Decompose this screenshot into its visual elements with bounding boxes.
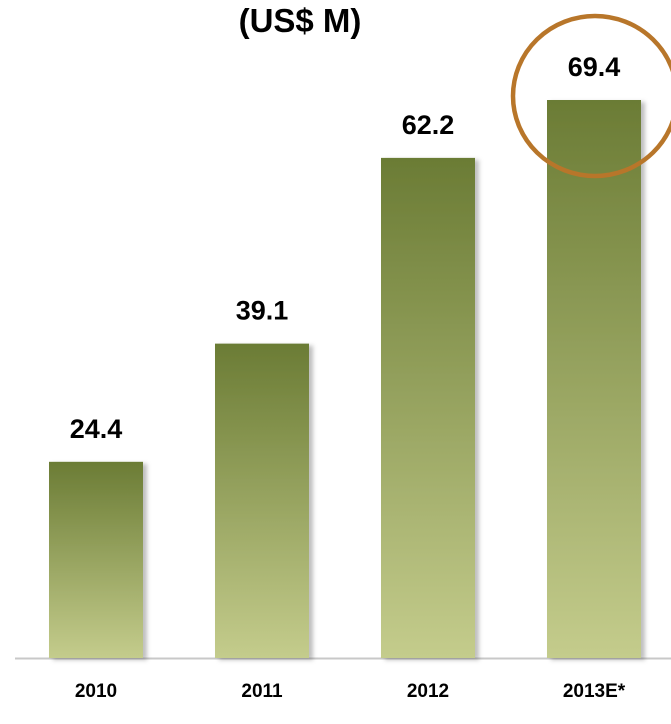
bar-2012 — [381, 157, 475, 658]
bar-2011 — [215, 343, 309, 658]
value-label-2013E*: 69.4 — [568, 52, 621, 82]
chart-title: (US$ M) — [238, 2, 362, 39]
x-tick-label-2010: 2010 — [75, 681, 117, 702]
highlight-circle — [510, 13, 671, 179]
x-tick-label-2012: 2012 — [407, 681, 449, 702]
value-label-2011: 39.1 — [236, 296, 289, 326]
value-label-2012: 62.2 — [402, 110, 455, 140]
x-tick-label-2013E*: 2013E* — [563, 681, 626, 702]
value-labels-group: 24.4 39.1 62.2 69.4 — [70, 52, 621, 444]
bar-2010 — [49, 461, 143, 658]
x-tick-label-2011: 2011 — [241, 681, 283, 702]
value-label-2010: 24.4 — [70, 414, 123, 444]
bar-2013E* — [547, 100, 641, 658]
x-tick-labels-group: 2010 2011 2012 2013E* — [75, 681, 626, 702]
bars-group — [49, 100, 641, 658]
